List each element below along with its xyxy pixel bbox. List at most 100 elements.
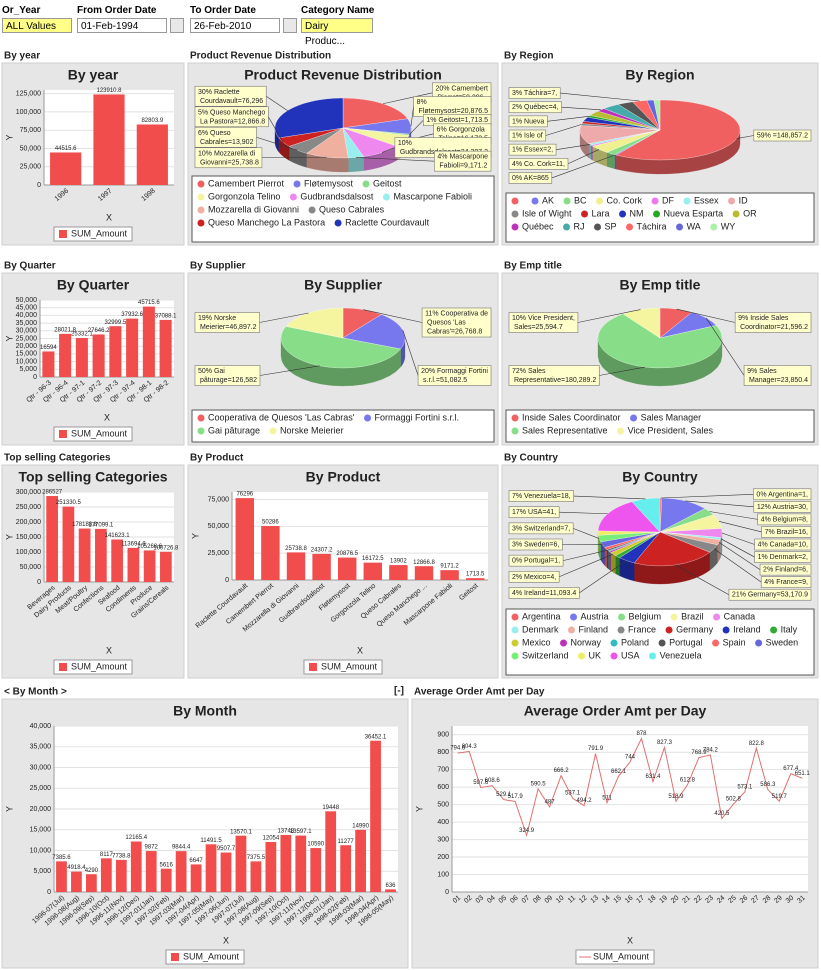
legend-label: Essex <box>694 195 719 205</box>
callout-box <box>734 312 812 333</box>
bar <box>355 829 366 892</box>
bar <box>145 851 157 892</box>
chart-title: By year <box>68 67 119 83</box>
value-label: 100726.8 <box>153 545 179 551</box>
callout-label: 17% USA=41, <box>512 509 556 516</box>
panel-heading: By Supplier <box>190 261 246 272</box>
x-tick-label: 12 <box>578 895 589 905</box>
y-tick-label: 500 <box>437 801 449 808</box>
legend-label: Canada <box>724 611 756 621</box>
callout-box <box>508 490 574 502</box>
y-tick-label: 400 <box>437 819 449 826</box>
callout-box <box>508 172 553 184</box>
callout-label: 0% Argentina=1, <box>756 491 808 498</box>
x-tick-label: 23 <box>704 895 715 905</box>
value-label: 9844.4 <box>172 845 191 851</box>
bar <box>71 871 82 892</box>
bar <box>159 319 172 377</box>
callout-box <box>508 87 561 99</box>
value-label: 50286 <box>262 520 279 526</box>
legend <box>53 426 133 442</box>
callout-label: 8% Fløtemysost=20,876.5 <box>417 99 489 115</box>
callout-line <box>381 147 396 153</box>
y-tick-label: 0 <box>47 889 51 896</box>
callout-box <box>194 85 267 107</box>
callout-line <box>705 317 745 376</box>
bar <box>310 848 322 892</box>
chart-title: Average Order Amt per Day <box>524 703 707 719</box>
y-tick-label: 250,000 <box>16 504 41 511</box>
legend-swatch <box>722 626 730 634</box>
legend-label: WY <box>721 221 736 231</box>
value-label: 487 <box>545 799 556 805</box>
calendar-button[interactable] <box>170 18 184 33</box>
panel-heading: By Product <box>190 453 244 464</box>
collapse-toggle[interactable]: [-] <box>394 686 404 697</box>
callout-line <box>547 115 589 122</box>
y-tick-label: 150,000 <box>16 534 41 541</box>
legend-swatch <box>511 639 519 647</box>
legend <box>505 192 815 243</box>
dropdown[interactable]: ALL Values <box>2 18 72 33</box>
bar <box>127 547 140 582</box>
callout-box <box>508 554 564 567</box>
value-label: 8117 <box>100 852 114 858</box>
legend-swatch <box>581 210 589 218</box>
bar <box>100 858 112 892</box>
legend-label: Poland <box>621 637 649 647</box>
value-label: 791.9 <box>588 746 604 752</box>
pie-side <box>588 143 592 160</box>
filter-label: Category Name <box>301 5 375 16</box>
value-label: 586.3 <box>760 782 776 788</box>
legend-label: Switzerland <box>522 650 569 660</box>
bar <box>440 570 459 580</box>
legend-label: Québec <box>522 221 554 231</box>
legend <box>165 949 245 965</box>
callout-box <box>421 307 492 338</box>
chart-title: By Product <box>306 469 381 485</box>
filter-label: From Order Date <box>77 5 157 16</box>
callout-label: 5% Queso Manchego La Pastora=12,866.8 <box>198 109 265 125</box>
value-label: 677.4 <box>783 766 799 772</box>
value-label: 4290 <box>85 868 99 874</box>
x-tick-label: 22 <box>693 895 704 905</box>
value-label: 178188.8 <box>72 522 98 528</box>
x-tick-label: 05 <box>498 895 509 905</box>
date-input[interactable]: 01-Feb-1994 <box>77 18 167 33</box>
bar <box>160 868 172 892</box>
value-label: 590.5 <box>531 781 547 787</box>
callout-line <box>720 538 755 558</box>
x-tick-label: 06 <box>509 895 520 905</box>
callout-line <box>685 500 754 508</box>
callout-label: 7% Brazil=16, <box>765 529 808 536</box>
value-label: 529.1 <box>496 792 512 798</box>
callout-box <box>753 488 812 501</box>
callout-line <box>567 149 600 165</box>
y-tick-label: 40,000 <box>30 723 52 730</box>
callout-line <box>259 312 309 323</box>
callout-label: 12% Austria=30, <box>757 504 808 511</box>
legend-swatch <box>197 414 205 422</box>
pie-slice <box>653 99 661 131</box>
y-tick-label: 20,000 <box>16 343 38 350</box>
callout-label: 10% Vice President, Sales=25,594.7 <box>512 315 575 331</box>
value-label: 324.9 <box>519 828 535 834</box>
callout-line <box>545 124 582 136</box>
legend-swatch <box>649 652 657 660</box>
x-tick-label: 03 <box>475 895 486 905</box>
pie-slice <box>634 531 711 567</box>
callout-line <box>676 308 736 323</box>
date-input[interactable]: 26-Feb-2010 <box>190 18 280 33</box>
dropdown[interactable]: Dairy Produc... <box>301 18 373 47</box>
x-tick-label: 24 <box>716 895 727 905</box>
callout-label: 20% Formaggi Fortini s.r.l.=51,082.5 <box>421 368 488 384</box>
chart-title: By Supplier <box>304 277 382 293</box>
bar <box>389 565 408 580</box>
bar <box>370 740 381 892</box>
y-tick-label: 10,000 <box>30 847 52 854</box>
legend-label: Sweden <box>766 637 799 647</box>
value-label: 44515.6 <box>55 146 77 152</box>
callout-label: 1% Nueva <box>512 118 544 125</box>
calendar-button[interactable] <box>283 18 297 33</box>
legend-swatch <box>58 430 67 438</box>
